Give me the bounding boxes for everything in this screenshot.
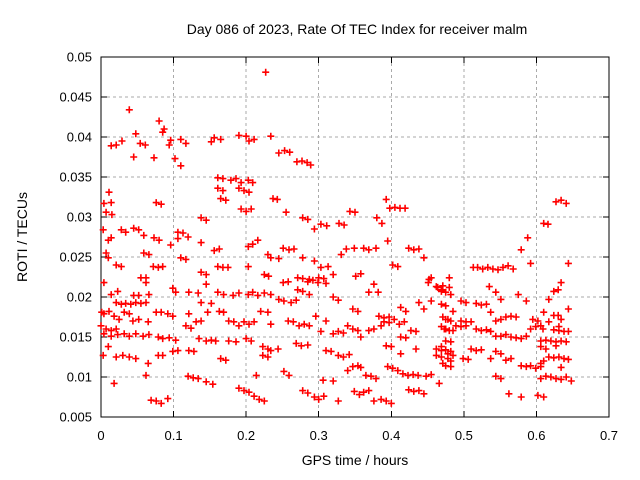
- y-tick-label: 0.005: [59, 410, 92, 425]
- y-tick-label: 0.05: [67, 50, 92, 65]
- x-tick-label: 0.4: [382, 428, 400, 443]
- tick-labels: 0 0.1 0.2 0.3 0.4 0.5 0.6 0.7 0.005 0.01 0.015 0.02…: [59, 50, 618, 444]
- plot-frame: [100, 56, 610, 418]
- x-tick-label: 0: [97, 428, 104, 443]
- y-tick-label: 0.03: [67, 210, 92, 225]
- y-tick-label: 0.025: [59, 250, 92, 265]
- y-tick-label: 0.02: [67, 290, 92, 305]
- y-tick-label: 0.01: [67, 370, 92, 385]
- y-tick-label: 0.04: [67, 130, 92, 145]
- x-tick-label: 0.6: [527, 428, 545, 443]
- x-axis-label: GPS time / hours: [301, 452, 409, 468]
- x-tick-label: 0.2: [237, 428, 255, 443]
- x-tick-label: 0.5: [455, 428, 473, 443]
- y-tick-label: 0.045: [59, 90, 92, 105]
- chart-title: Day 086 of 2023, Rate Of TEC Index for r…: [186, 21, 528, 37]
- y-tick-label: 0.015: [59, 330, 92, 345]
- x-tick-label: 0.7: [600, 428, 618, 443]
- y-tick-label: 0.035: [59, 170, 92, 185]
- x-tick-label: 0.1: [165, 428, 183, 443]
- data-points: [97, 68, 575, 407]
- x-tick-label: 0.3: [310, 428, 328, 443]
